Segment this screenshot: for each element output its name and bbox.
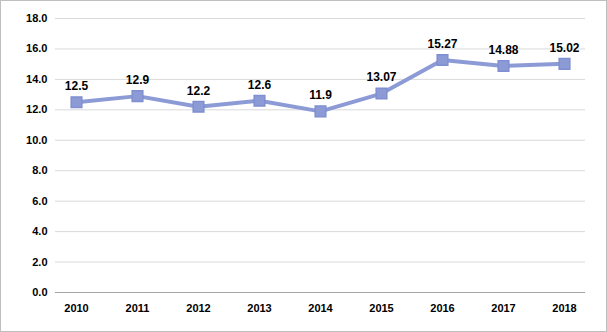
svg-text:11.9: 11.9: [309, 88, 332, 102]
svg-text:15.02: 15.02: [549, 41, 579, 55]
svg-text:14.88: 14.88: [488, 43, 518, 57]
svg-text:15.27: 15.27: [427, 37, 457, 51]
svg-text:12.0: 12.0: [26, 103, 47, 115]
svg-text:12.9: 12.9: [126, 73, 150, 87]
svg-text:16.0: 16.0: [26, 42, 47, 54]
svg-text:6.0: 6.0: [32, 195, 47, 207]
svg-text:2011: 2011: [126, 302, 150, 314]
svg-text:2.0: 2.0: [32, 256, 47, 268]
svg-text:8.0: 8.0: [32, 164, 47, 176]
svg-text:2016: 2016: [430, 302, 454, 314]
svg-text:12.2: 12.2: [187, 84, 211, 98]
svg-text:2018: 2018: [552, 302, 576, 314]
svg-text:2010: 2010: [64, 302, 88, 314]
svg-text:2017: 2017: [491, 302, 515, 314]
svg-text:12.5: 12.5: [65, 79, 89, 93]
svg-text:12.6: 12.6: [248, 78, 272, 92]
svg-text:0.0: 0.0: [32, 286, 47, 298]
svg-text:10.0: 10.0: [26, 134, 47, 146]
svg-text:2012: 2012: [186, 302, 210, 314]
svg-text:18.0: 18.0: [26, 12, 47, 24]
svg-text:2013: 2013: [247, 302, 271, 314]
svg-text:2014: 2014: [308, 302, 333, 314]
svg-text:2015: 2015: [369, 302, 393, 314]
svg-text:4.0: 4.0: [32, 225, 47, 237]
svg-text:14.0: 14.0: [26, 73, 47, 85]
svg-text:13.07: 13.07: [366, 70, 396, 84]
